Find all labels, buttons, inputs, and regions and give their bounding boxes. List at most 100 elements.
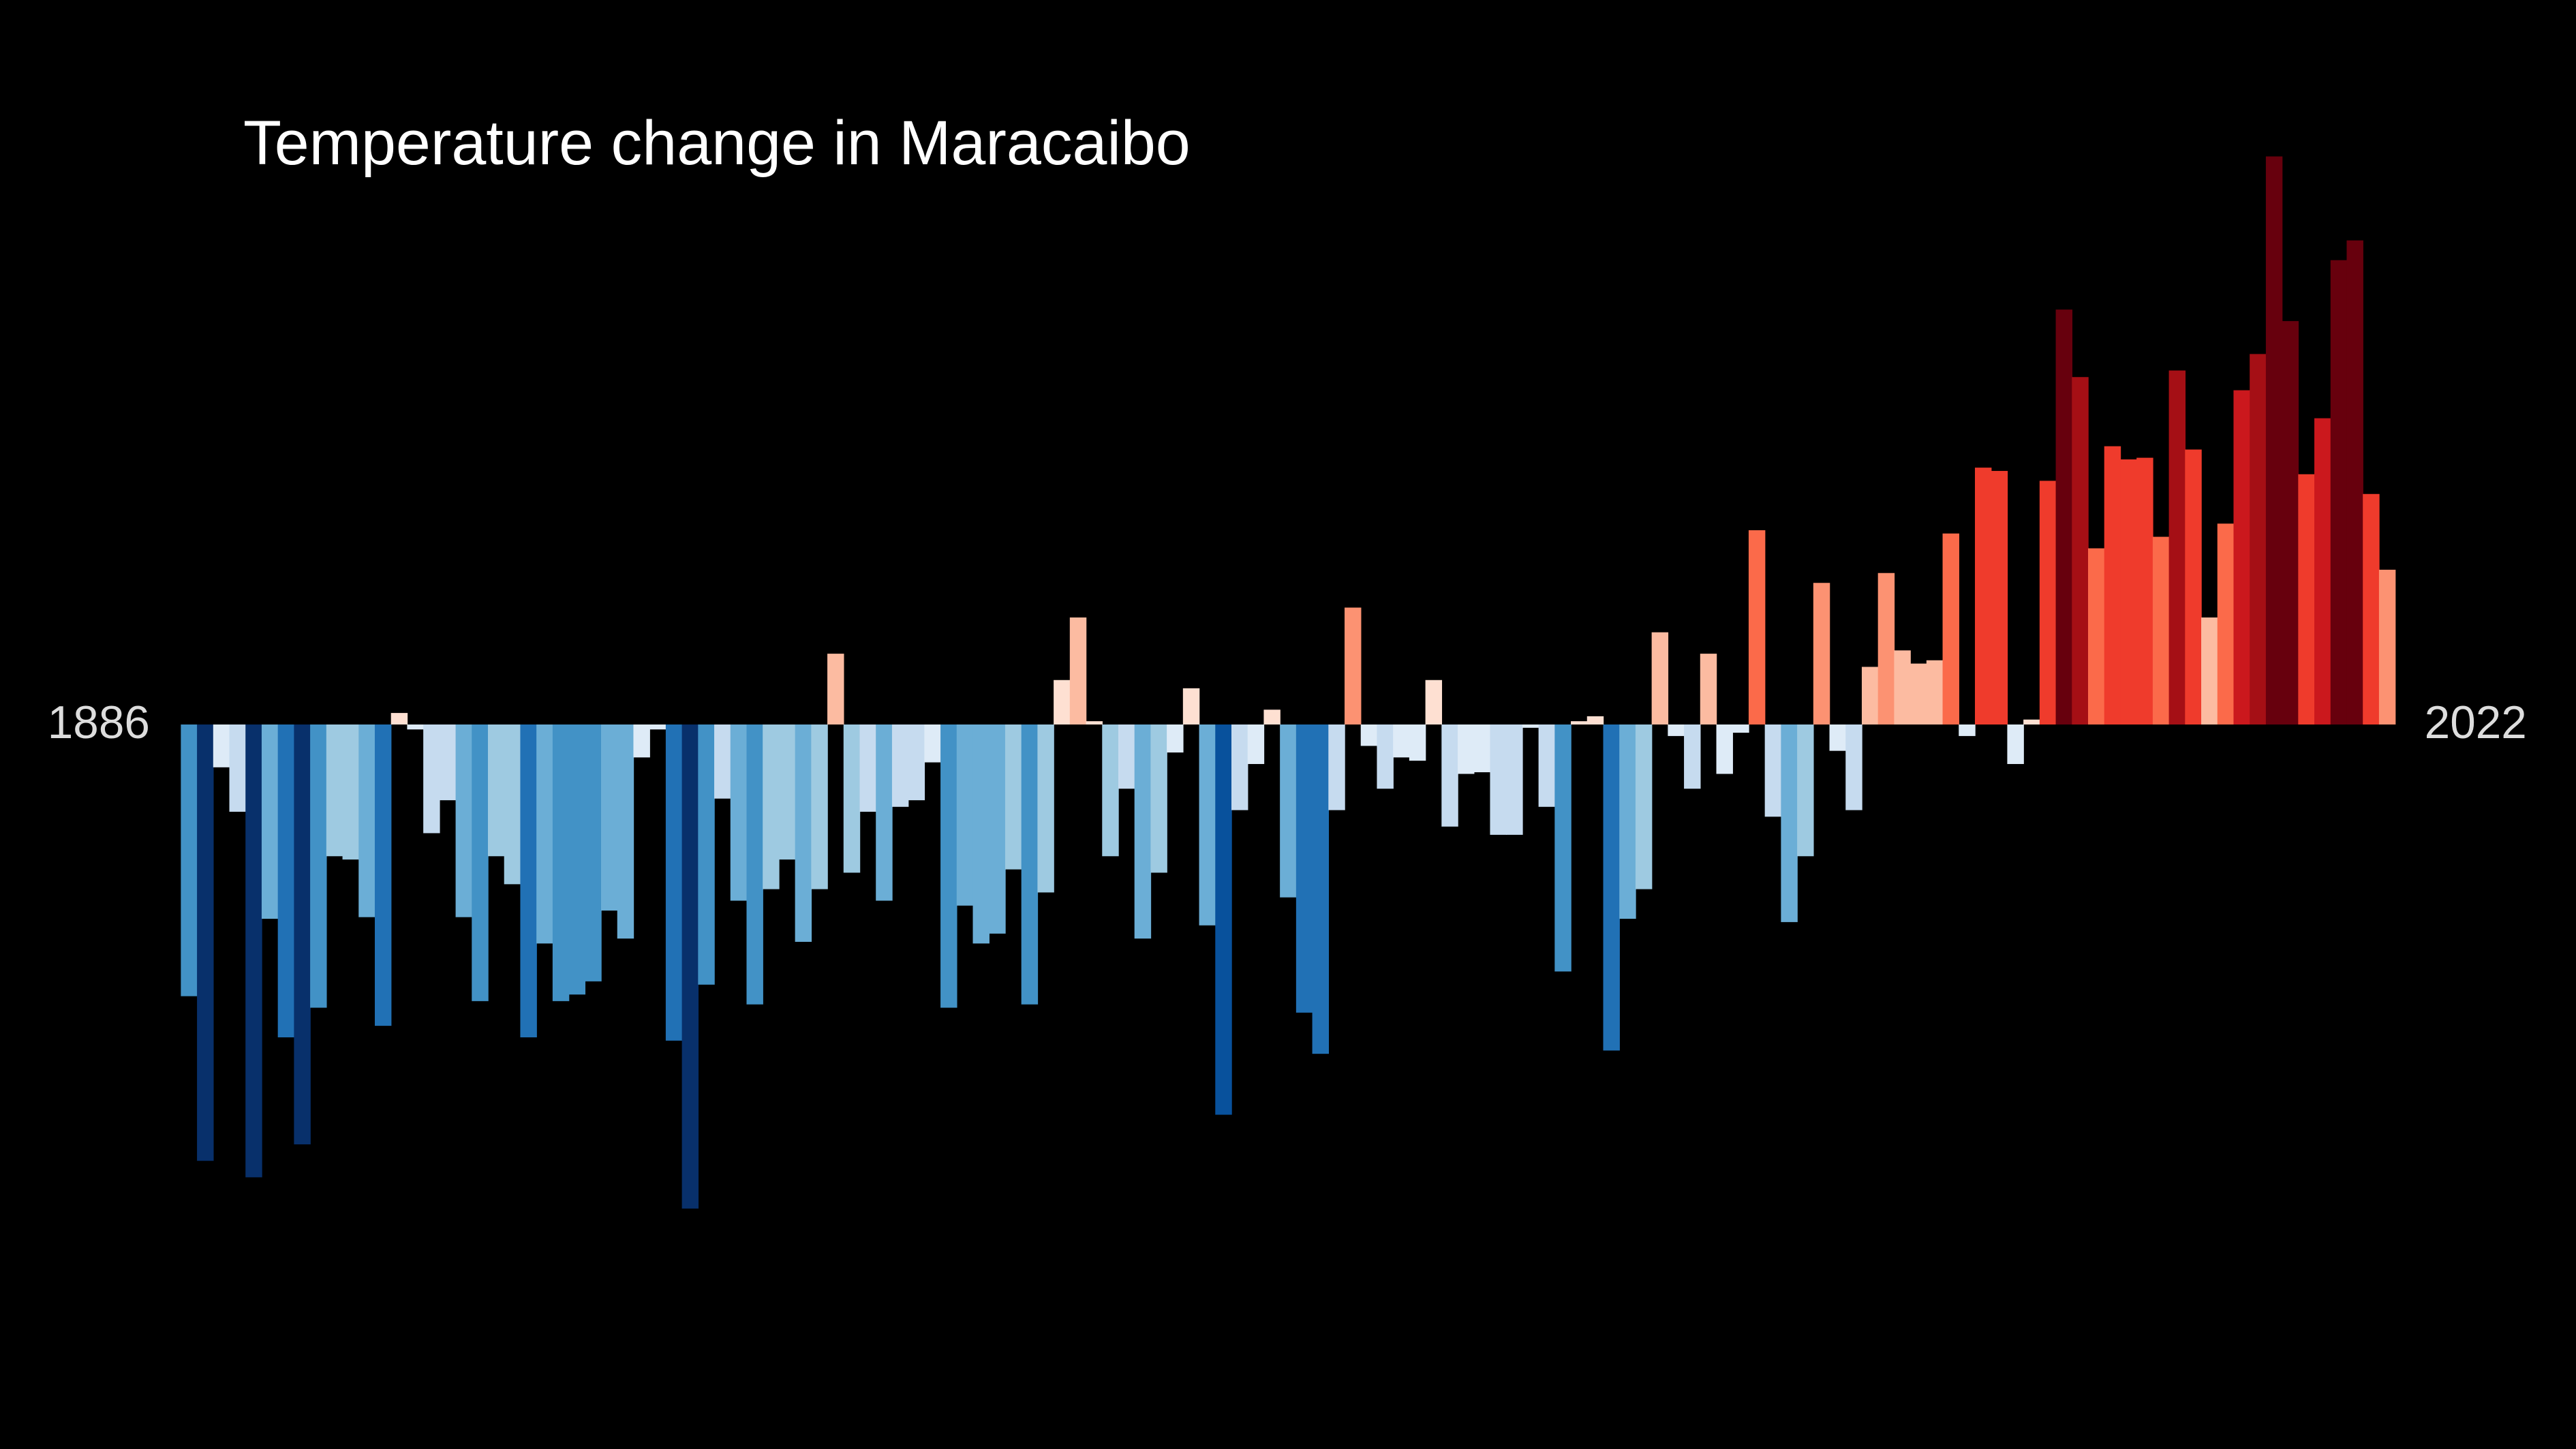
bar	[552, 724, 570, 1001]
bar	[1295, 724, 1313, 1013]
bar	[1764, 724, 1782, 817]
bar	[1651, 632, 1669, 724]
bar	[1554, 724, 1571, 972]
bar	[924, 724, 941, 763]
bar	[617, 724, 634, 939]
bar	[326, 724, 343, 857]
bar	[2055, 309, 2073, 724]
bar	[342, 724, 359, 860]
bar	[1263, 710, 1281, 724]
bar	[1490, 724, 1507, 835]
bar	[1894, 650, 1911, 724]
bar	[1199, 724, 1216, 926]
bar	[1506, 724, 1523, 835]
bar	[1409, 724, 1426, 761]
bar	[374, 724, 392, 1026]
bar	[1328, 724, 1345, 810]
bar	[1037, 724, 1054, 893]
bar	[1102, 724, 1119, 857]
bar	[2120, 459, 2137, 724]
bar	[1700, 654, 1717, 724]
bar	[698, 724, 715, 985]
bar	[245, 724, 262, 1178]
bar	[1959, 724, 1976, 736]
bar	[2104, 446, 2121, 724]
bar	[1748, 530, 1766, 724]
bar	[213, 724, 230, 767]
bar	[455, 724, 473, 917]
bar	[1538, 724, 1556, 807]
bar	[439, 724, 457, 801]
bar	[1845, 724, 1862, 810]
bar	[536, 724, 553, 944]
bar	[2217, 523, 2235, 724]
bar	[1393, 724, 1410, 758]
bar	[1345, 607, 1362, 724]
bar	[1458, 724, 1475, 774]
bar	[956, 724, 974, 906]
end-year-label: 2022	[2425, 697, 2527, 748]
bar	[1732, 724, 1749, 733]
bar	[843, 724, 861, 873]
bar	[1312, 724, 1330, 1054]
bar	[876, 724, 893, 901]
bar	[358, 724, 375, 917]
bar	[261, 724, 279, 919]
bar	[2298, 474, 2315, 724]
bar	[1668, 724, 1685, 736]
bar	[1005, 724, 1022, 870]
bar	[891, 724, 909, 807]
bar	[681, 724, 699, 1209]
bar	[778, 724, 796, 860]
bar	[908, 724, 925, 801]
bar	[1991, 470, 2008, 724]
bar	[2039, 481, 2057, 724]
bar	[2314, 418, 2331, 724]
bar	[1441, 724, 1458, 827]
bar	[827, 654, 844, 724]
bar	[730, 724, 748, 901]
bar	[472, 724, 489, 1001]
bar	[763, 724, 780, 889]
bar	[1021, 724, 1039, 1005]
bar	[1522, 724, 1539, 728]
bar	[2185, 449, 2202, 724]
bar	[1716, 724, 1733, 774]
bar	[585, 724, 602, 981]
bar	[2330, 260, 2348, 724]
bar	[746, 724, 763, 1005]
bar	[2378, 569, 2396, 724]
bar	[2201, 617, 2218, 724]
bar	[1118, 724, 1135, 789]
bar	[665, 724, 683, 1041]
bar	[390, 713, 408, 724]
bar	[1280, 724, 1297, 898]
bar	[1473, 724, 1491, 773]
bar	[2168, 370, 2186, 724]
bar	[1781, 724, 1798, 922]
bar	[1086, 721, 1103, 724]
bar	[1231, 724, 1248, 810]
bar	[1942, 533, 1959, 724]
bar	[568, 724, 586, 995]
bar	[2363, 493, 2380, 724]
bar	[795, 724, 812, 942]
chart-title: Temperature change in Maracaibo	[243, 108, 1191, 178]
bar	[2088, 548, 2105, 724]
bar	[487, 724, 505, 857]
bar	[1377, 724, 1394, 789]
bar	[1215, 724, 1232, 1115]
bar	[633, 724, 650, 758]
bar	[1425, 680, 1443, 724]
bar	[1910, 663, 1927, 724]
bar	[1974, 468, 1992, 724]
bar	[1829, 724, 1846, 751]
bar	[504, 724, 521, 885]
bar	[1684, 724, 1701, 789]
bar	[423, 724, 440, 834]
bar	[1877, 573, 1895, 724]
bar	[2136, 457, 2153, 724]
bar	[1150, 724, 1167, 873]
bar	[714, 724, 731, 799]
